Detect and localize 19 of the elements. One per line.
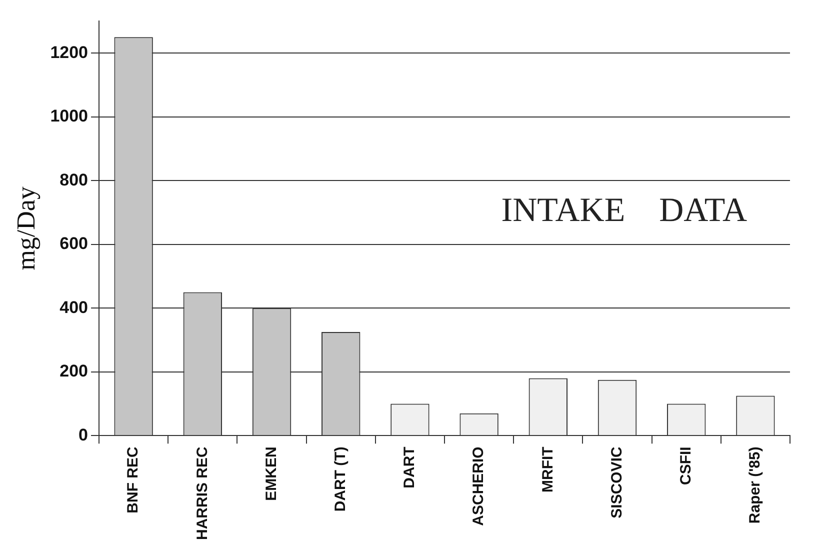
- x-tick-label: ASCHERIO: [470, 446, 488, 526]
- x-tick-label: CSFII: [677, 446, 694, 486]
- annotation: INTAKE DATA: [501, 192, 748, 229]
- y-tick-label: 1200: [50, 42, 88, 62]
- y-axis-title: mg/Day: [11, 186, 40, 270]
- x-tick-label: DART (T): [332, 446, 350, 512]
- x-tick-label: BNF REC: [124, 446, 142, 514]
- x-tick-label: DART: [401, 446, 418, 488]
- y-tick-label: 800: [60, 170, 88, 190]
- y-tick-label: 200: [60, 362, 88, 381]
- x-tick-label: Raper ('85): [746, 446, 764, 524]
- y-tick-label: 0: [78, 425, 88, 444]
- x-tick-label: MRFIT: [539, 446, 556, 492]
- y-tick-label: 600: [60, 234, 88, 254]
- x-tick-label: HARRIS REC: [194, 446, 211, 540]
- x-tick-label: EMKEN: [262, 446, 280, 501]
- x-tick-label: SISCOVIC: [608, 446, 626, 518]
- y-tick-label: 400: [60, 298, 88, 317]
- y-tick-label: 1000: [50, 106, 88, 126]
